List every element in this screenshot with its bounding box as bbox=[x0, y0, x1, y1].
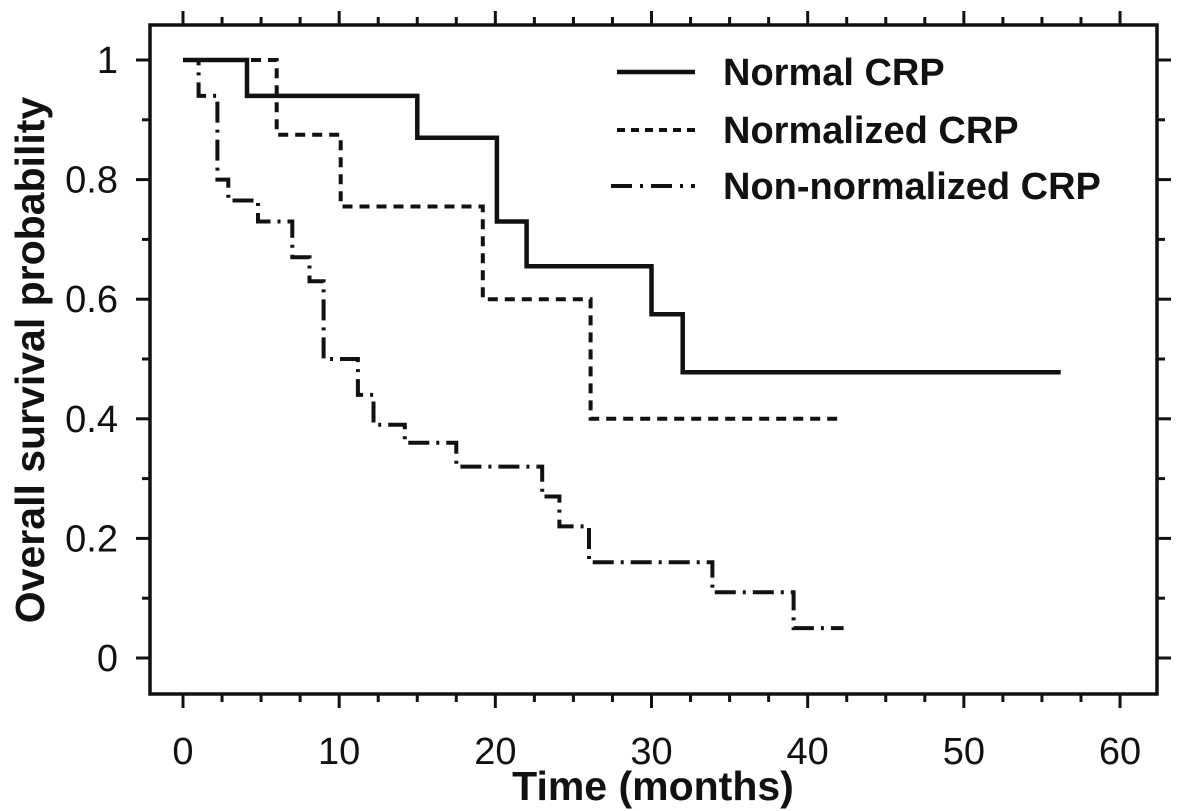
survival-curve-normalized-crp bbox=[183, 58, 841, 421]
x-axis-tick-labels: 0 10 20 30 40 50 60 bbox=[172, 731, 1141, 773]
y-tick-label: 0.2 bbox=[65, 518, 118, 560]
y-axis-tick-labels: 0 0.2 0.4 0.6 0.8 1 bbox=[65, 40, 118, 680]
x-tick-label: 20 bbox=[474, 731, 516, 773]
survival-curves bbox=[183, 57, 1061, 631]
legend-label-normalized-crp: Normalized CRP bbox=[723, 110, 1019, 152]
x-tick-label: 30 bbox=[630, 731, 672, 773]
y-tick-label: 0.8 bbox=[65, 160, 118, 202]
x-tick-label: 50 bbox=[943, 731, 985, 773]
legend-label-non-normalized-crp: Non-normalized CRP bbox=[723, 166, 1101, 208]
x-tick-label: 10 bbox=[318, 731, 360, 773]
y-tick-label: 0 bbox=[97, 638, 118, 680]
y-tick-label: 1 bbox=[97, 40, 118, 82]
legend-label-normal-crp: Normal CRP bbox=[723, 52, 945, 94]
y-tick-label: 0.4 bbox=[65, 399, 118, 441]
x-tick-label: 40 bbox=[787, 731, 829, 773]
survival-curve-non-normalized-crp bbox=[183, 58, 844, 631]
x-axis-title: Time (months) bbox=[512, 763, 794, 809]
legend: Normal CRP Normalized CRP Non-normalized… bbox=[611, 52, 1101, 208]
y-tick-label: 0.6 bbox=[65, 279, 118, 321]
survival-curve-normal-crp bbox=[183, 57, 1061, 375]
axis-ticks bbox=[136, 11, 1171, 708]
x-tick-label: 0 bbox=[172, 731, 193, 773]
x-tick-label: 60 bbox=[1099, 731, 1141, 773]
y-axis-title: Overall survival probability bbox=[7, 97, 53, 624]
